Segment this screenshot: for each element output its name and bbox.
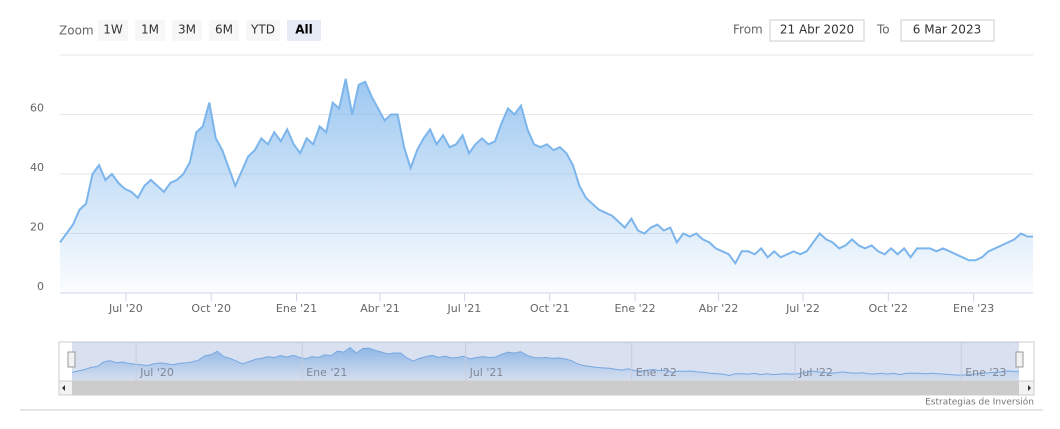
- range-button-label[interactable]: 1M: [141, 23, 159, 37]
- zoom-label: Zoom: [59, 24, 94, 38]
- navigator-mask[interactable]: [72, 342, 1019, 381]
- y-tick-label: 60: [30, 102, 44, 115]
- range-button-label[interactable]: 3M: [178, 23, 196, 37]
- to-date[interactable]: 6 Mar 2023: [913, 23, 981, 37]
- range-button[interactable]: [246, 20, 280, 41]
- navigator-tick-label: Jul '20: [139, 366, 174, 379]
- handle-right[interactable]: [1015, 351, 1024, 368]
- navigator-line: [71, 346, 1019, 377]
- from-date[interactable]: 21 Abr 2020: [780, 23, 854, 37]
- range-button-label[interactable]: 6M: [215, 23, 233, 37]
- handle-left[interactable]: [67, 351, 76, 368]
- range-button-label[interactable]: 1W: [103, 23, 123, 37]
- y-tick-label: 40: [30, 161, 44, 174]
- navigator-tick-label: Ene '22: [636, 366, 677, 379]
- y-tick-label: 0: [37, 280, 44, 293]
- range-button[interactable]: [172, 20, 202, 41]
- x-tick-label: Jul '20: [108, 302, 143, 315]
- navigator-tick-label: Ene '23: [965, 366, 1006, 379]
- x-tick-label: Jul '21: [447, 302, 482, 315]
- x-tick-label: Ene '23: [953, 302, 994, 315]
- x-tick-label: Jul '22: [785, 302, 820, 315]
- range-button[interactable]: [287, 20, 321, 41]
- range-button-label[interactable]: YTD: [250, 23, 275, 37]
- navigator-tick-label: Ene '21: [306, 366, 347, 379]
- range-button[interactable]: [135, 20, 165, 41]
- range-button-label[interactable]: All: [295, 23, 313, 37]
- scrollbar-thumb[interactable]: [72, 381, 1019, 395]
- y-tick-label: 20: [30, 221, 44, 234]
- x-tick-label: Abr '21: [360, 302, 400, 315]
- from-label: From: [733, 23, 763, 37]
- range-button[interactable]: [98, 20, 128, 41]
- x-tick-label: Ene '21: [276, 302, 317, 315]
- to-input[interactable]: [900, 19, 995, 42]
- series-line: [59, 78, 1033, 266]
- credits: Estrategias de Inversión: [925, 397, 1034, 408]
- navigator-tick-label: Jul '21: [469, 366, 504, 379]
- navigator-area: [72, 347, 1019, 380]
- range-button[interactable]: [209, 20, 239, 41]
- navigator-series: Jul '20 Ene '21 Jul '21 Ene '22 Jul '22 Ene '…: [71, 342, 1019, 381]
- from-input[interactable]: [769, 19, 865, 42]
- to-label: To: [876, 23, 890, 37]
- x-tick-label: Oct '22: [869, 302, 909, 315]
- plot: 0 20 40 60 Jul '20 Oct '20 Ene '21 Abr '21 Jul '…: [30, 78, 1033, 315]
- x-tick-label: Oct '20: [191, 302, 231, 315]
- navigator-tick-label: Jul '22: [798, 366, 833, 379]
- x-tick-label: Abr '22: [699, 302, 739, 315]
- series-area: [60, 78, 1033, 293]
- x-tick-label: Ene '22: [614, 302, 655, 315]
- x-tick-label: Oct '21: [530, 302, 570, 315]
- range-buttons: 1W 1M 3M 6M YTD All: [98, 20, 321, 41]
